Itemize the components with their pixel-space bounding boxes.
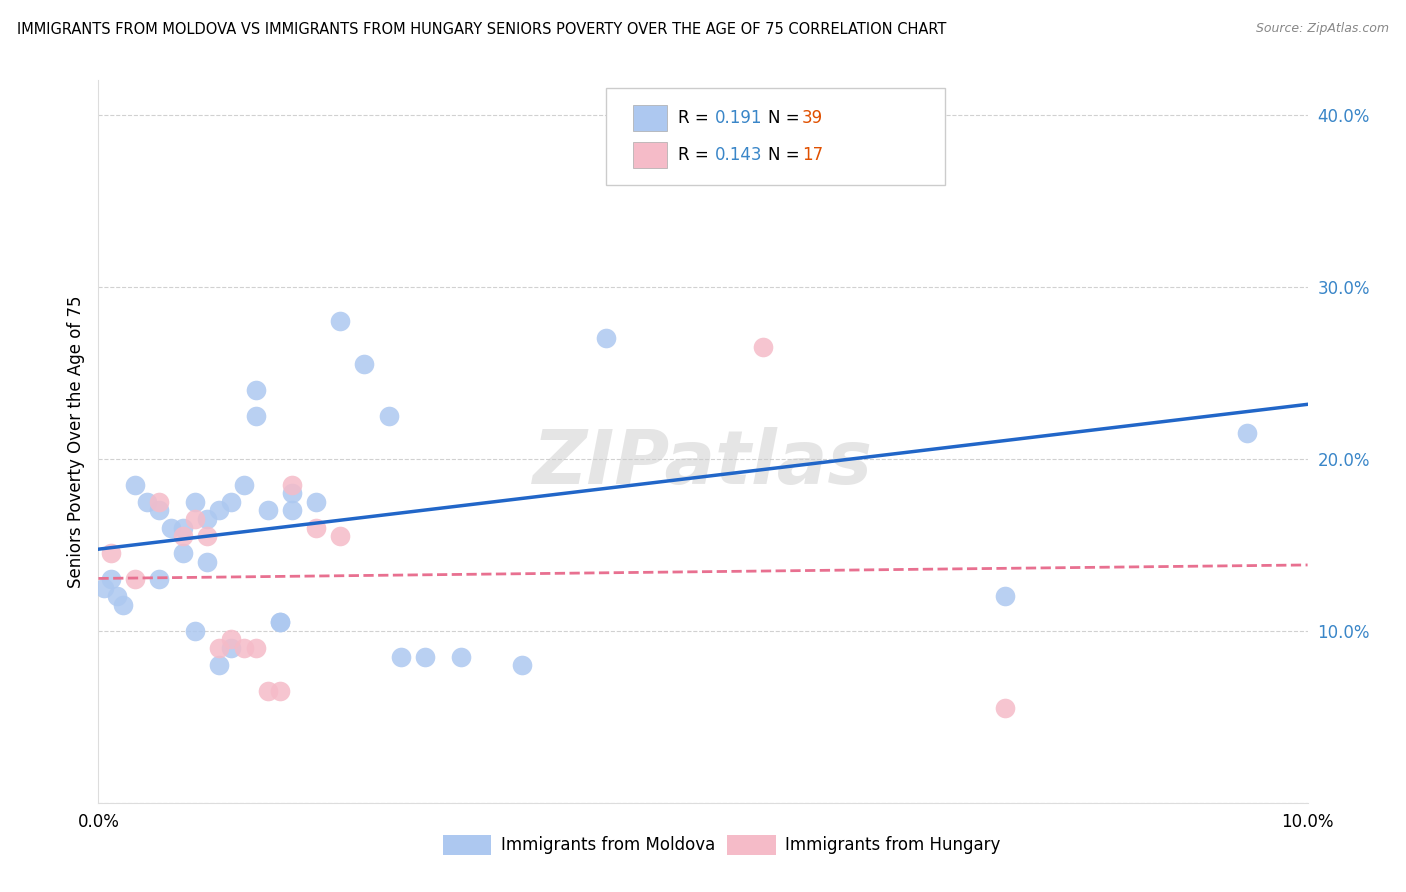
Point: [377, 409, 399, 423]
FancyBboxPatch shape: [727, 835, 776, 855]
Point: [93, 581, 115, 595]
FancyBboxPatch shape: [633, 105, 666, 131]
Point: [184, 494, 207, 508]
Point: [994, 701, 1017, 715]
Point: [269, 615, 291, 630]
Point: [269, 684, 291, 698]
Point: [160, 520, 183, 534]
Text: 0.143: 0.143: [716, 146, 762, 164]
Point: [195, 512, 218, 526]
Point: [184, 624, 207, 638]
Point: [124, 477, 146, 491]
Text: N =: N =: [768, 146, 806, 164]
Point: [281, 477, 304, 491]
Point: [105, 590, 128, 604]
Text: 39: 39: [803, 109, 824, 127]
Point: [148, 572, 170, 586]
Point: [692, 159, 714, 173]
Point: [100, 572, 122, 586]
Point: [172, 520, 194, 534]
Text: Immigrants from Hungary: Immigrants from Hungary: [785, 836, 1001, 854]
Text: R =: R =: [678, 109, 714, 127]
Point: [111, 598, 134, 612]
Point: [135, 494, 157, 508]
Point: [195, 555, 218, 569]
Point: [281, 486, 304, 500]
Point: [221, 640, 243, 655]
Text: R =: R =: [678, 146, 714, 164]
Point: [256, 503, 278, 517]
Point: [510, 658, 533, 673]
FancyBboxPatch shape: [443, 835, 492, 855]
Point: [450, 649, 472, 664]
Point: [232, 477, 254, 491]
Point: [148, 503, 170, 517]
Point: [353, 357, 375, 371]
Text: 17: 17: [803, 146, 824, 164]
Point: [232, 640, 254, 655]
Point: [329, 314, 352, 328]
FancyBboxPatch shape: [606, 87, 945, 185]
Text: ZIPatlas: ZIPatlas: [533, 426, 873, 500]
Point: [269, 615, 291, 630]
Point: [305, 494, 328, 508]
Text: Source: ZipAtlas.com: Source: ZipAtlas.com: [1256, 22, 1389, 36]
Point: [329, 529, 352, 543]
Text: IMMIGRANTS FROM MOLDOVA VS IMMIGRANTS FROM HUNGARY SENIORS POVERTY OVER THE AGE : IMMIGRANTS FROM MOLDOVA VS IMMIGRANTS FR…: [17, 22, 946, 37]
Point: [994, 590, 1017, 604]
Point: [208, 658, 231, 673]
Point: [245, 640, 267, 655]
Point: [595, 331, 617, 345]
Point: [245, 409, 267, 423]
Point: [184, 512, 207, 526]
Text: Immigrants from Moldova: Immigrants from Moldova: [501, 836, 716, 854]
Point: [195, 529, 218, 543]
Point: [221, 494, 243, 508]
Point: [148, 494, 170, 508]
Point: [256, 684, 278, 698]
Point: [281, 503, 304, 517]
Point: [172, 546, 194, 560]
Point: [208, 503, 231, 517]
Point: [124, 572, 146, 586]
Point: [389, 649, 412, 664]
Point: [1236, 425, 1258, 440]
Point: [208, 640, 231, 655]
Point: [413, 649, 436, 664]
Point: [100, 546, 122, 560]
Point: [305, 520, 328, 534]
Y-axis label: Seniors Poverty Over the Age of 75: Seniors Poverty Over the Age of 75: [66, 295, 84, 588]
Text: N =: N =: [768, 109, 806, 127]
FancyBboxPatch shape: [633, 143, 666, 169]
Point: [221, 632, 243, 647]
Text: 0.191: 0.191: [716, 109, 762, 127]
Point: [752, 340, 775, 354]
Point: [172, 529, 194, 543]
Point: [245, 383, 267, 397]
